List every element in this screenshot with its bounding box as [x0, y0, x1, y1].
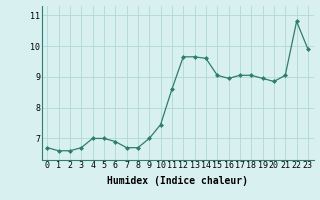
- X-axis label: Humidex (Indice chaleur): Humidex (Indice chaleur): [107, 176, 248, 186]
